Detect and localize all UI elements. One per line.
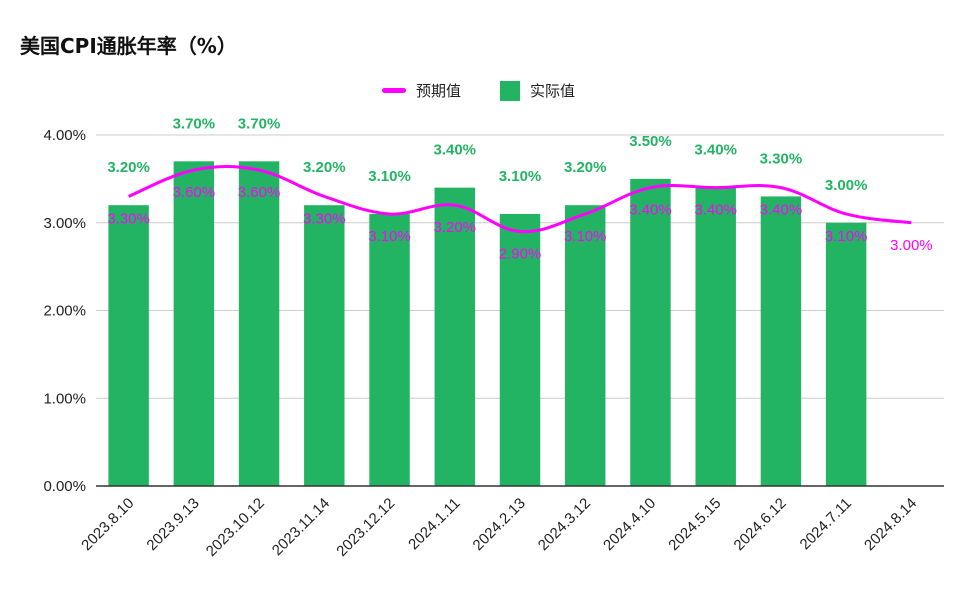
data-label-expected: 3.40% [760,202,803,219]
bar-actual[interactable] [565,205,606,486]
legend-item-actual[interactable]: 实际值 [500,80,575,101]
data-label-actual: 3.10% [499,168,542,185]
bar-actual[interactable] [695,187,736,486]
data-label-expected: 3.60% [238,184,281,201]
bar-actual[interactable] [630,178,671,486]
data-label-expected: 3.00% [890,237,933,254]
bar-actual[interactable] [304,205,345,486]
data-label-actual: 3.30% [760,150,803,167]
data-label-expected: 3.60% [173,184,216,201]
data-label-actual: 3.40% [433,142,476,159]
x-tick-label: 2024.8.14 [861,495,920,554]
data-label-actual: 3.20% [303,159,346,176]
data-label-actual: 3.00% [825,177,868,194]
data-label-actual: 3.10% [368,168,411,185]
bar-actual[interactable] [108,205,149,486]
x-tick-label: 2023.12.12 [333,495,398,560]
y-tick-label: 0.00% [43,478,86,495]
data-label-actual: 3.50% [629,133,672,150]
data-label-actual: 3.20% [107,159,150,176]
line-expected[interactable] [128,165,912,234]
y-tick-label: 1.00% [43,390,86,407]
bar-actual[interactable] [369,213,410,486]
data-label-actual: 3.20% [564,159,607,176]
data-label-actual: 3.40% [694,142,737,159]
chart-title: 美国CPI通胀年率（%） [20,34,237,58]
y-tick-label: 4.00% [43,127,86,144]
bar-actual[interactable] [760,196,802,487]
x-tick-label: 2024.7.11 [797,495,855,553]
x-tick-label: 2024.1.11 [405,495,463,553]
x-tick-label: 2024.5.15 [665,495,724,554]
legend-box-swatch [500,80,520,101]
data-label-expected: 3.20% [433,219,476,236]
legend-item-expected[interactable]: 预期值 [382,80,461,101]
data-label-actual: 3.70% [238,115,281,132]
data-label-actual: 3.70% [173,115,216,132]
y-tick-label: 2.00% [43,303,86,320]
bar-actual[interactable] [173,161,215,486]
x-tick-label: 2024.6.12 [731,495,790,554]
x-tick-label: 2024.2.13 [470,495,529,554]
legend: 预期值 实际值 [0,80,975,106]
legend-label-expected: 预期值 [416,82,462,100]
data-label-expected: 3.30% [107,210,150,227]
data-label-expected: 3.10% [368,228,411,245]
data-label-expected: 3.40% [694,202,737,219]
bar-actual[interactable] [434,187,475,486]
legend-line-swatch [382,88,406,93]
x-tick-label: 2023.11.14 [269,495,333,559]
bar-actual[interactable] [825,222,867,486]
bar-actual[interactable] [238,161,280,486]
x-tick-label: 2023.8.10 [78,495,137,554]
data-label-expected: 3.10% [825,228,868,245]
data-label-expected: 3.30% [303,210,346,227]
data-label-expected: 3.10% [564,228,607,245]
y-tick-label: 3.00% [43,215,86,232]
legend-label-actual: 实际值 [530,82,576,100]
data-label-expected: 3.40% [629,202,672,219]
data-label-expected: 2.90% [499,246,542,263]
x-tick-label: 2023.10.12 [203,495,268,560]
bar-actual[interactable] [499,213,541,486]
x-tick-label: 2024.3.12 [535,495,594,554]
x-tick-label: 2024.4.10 [600,495,659,554]
x-tick-label: 2023.9.13 [143,495,202,554]
